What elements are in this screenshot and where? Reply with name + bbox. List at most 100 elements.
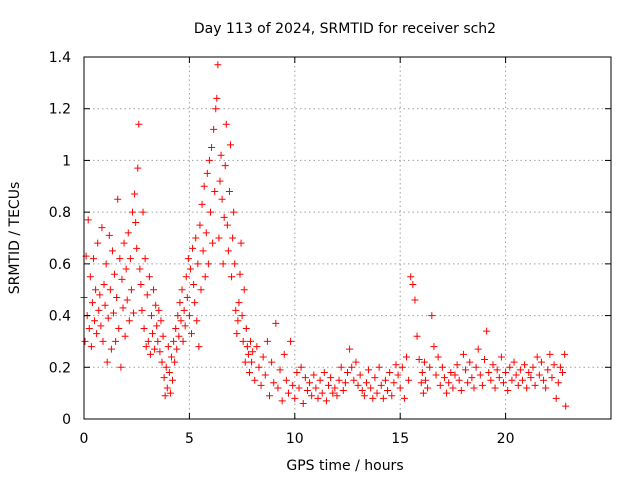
data-point bbox=[506, 363, 514, 371]
data-point bbox=[174, 312, 182, 320]
data-point bbox=[243, 343, 251, 351]
data-point bbox=[216, 177, 224, 185]
data-point bbox=[172, 325, 180, 332]
y-tick-label: 1.4 bbox=[49, 50, 71, 66]
data-point bbox=[182, 273, 190, 281]
data-point bbox=[447, 368, 455, 376]
data-point bbox=[110, 309, 118, 317]
data-point bbox=[127, 286, 135, 294]
data-point bbox=[171, 358, 179, 366]
data-point bbox=[443, 389, 451, 397]
data-point bbox=[92, 286, 100, 294]
data-point bbox=[301, 374, 309, 382]
data-point bbox=[459, 350, 467, 358]
data-points bbox=[80, 61, 570, 410]
data-point bbox=[481, 356, 489, 364]
x-tick-label: 0 bbox=[80, 431, 89, 447]
data-point bbox=[272, 319, 280, 327]
data-point bbox=[434, 353, 442, 361]
data-point bbox=[523, 384, 531, 392]
data-point bbox=[424, 384, 432, 392]
data-point bbox=[135, 120, 143, 128]
data-point bbox=[107, 345, 115, 353]
data-point bbox=[417, 379, 425, 387]
data-point bbox=[234, 317, 242, 325]
x-tick-label: 10 bbox=[286, 431, 304, 447]
data-point bbox=[111, 270, 119, 278]
data-point bbox=[102, 260, 110, 268]
data-point bbox=[85, 325, 93, 332]
data-point bbox=[120, 239, 128, 247]
data-point bbox=[151, 345, 159, 353]
data-point bbox=[462, 366, 470, 374]
data-point bbox=[373, 389, 381, 397]
data-point bbox=[166, 389, 174, 397]
data-point bbox=[200, 182, 208, 190]
y-tick-label: 1.2 bbox=[49, 102, 71, 118]
data-point bbox=[186, 265, 194, 273]
data-point bbox=[540, 376, 548, 384]
x-axis-label: GPS time / hours bbox=[286, 458, 403, 474]
data-point bbox=[379, 394, 387, 402]
data-point bbox=[428, 312, 436, 320]
x-tick-label: 5 bbox=[185, 431, 194, 447]
data-point bbox=[287, 337, 295, 345]
data-point bbox=[493, 366, 501, 374]
data-point bbox=[268, 358, 276, 366]
data-point bbox=[93, 330, 101, 338]
data-point bbox=[132, 218, 140, 226]
data-point bbox=[170, 337, 178, 345]
data-point bbox=[209, 239, 217, 247]
y-tick-label: 0.4 bbox=[49, 309, 71, 325]
data-point bbox=[213, 94, 221, 102]
data-point bbox=[432, 371, 440, 379]
data-point bbox=[405, 376, 413, 384]
data-point bbox=[438, 363, 446, 371]
data-point bbox=[100, 281, 108, 289]
data-point bbox=[194, 260, 202, 268]
data-point bbox=[116, 255, 124, 263]
data-point bbox=[180, 306, 188, 314]
data-point bbox=[215, 234, 223, 242]
data-point bbox=[210, 125, 218, 133]
data-point bbox=[214, 61, 222, 69]
data-point bbox=[358, 387, 366, 395]
data-point bbox=[436, 381, 444, 389]
data-point bbox=[122, 265, 130, 273]
data-point bbox=[457, 387, 465, 395]
data-point bbox=[245, 368, 253, 376]
data-point bbox=[115, 325, 123, 332]
data-point bbox=[527, 374, 535, 382]
grid-layer bbox=[84, 57, 611, 419]
data-point bbox=[518, 376, 526, 384]
data-point bbox=[508, 376, 516, 384]
y-tick-label: 0.2 bbox=[49, 360, 71, 376]
y-axis-label: SRMTID / TECUs bbox=[7, 182, 23, 295]
data-point bbox=[140, 325, 148, 332]
data-point bbox=[483, 327, 491, 335]
data-point bbox=[341, 379, 349, 387]
data-point bbox=[559, 368, 567, 376]
data-point bbox=[241, 358, 249, 366]
data-point bbox=[464, 379, 472, 387]
data-point bbox=[142, 343, 150, 351]
data-point bbox=[548, 374, 556, 382]
data-point bbox=[293, 368, 301, 376]
data-point bbox=[248, 358, 256, 366]
data-point bbox=[134, 164, 142, 172]
data-point bbox=[472, 363, 480, 371]
data-point bbox=[299, 399, 307, 407]
data-point bbox=[337, 363, 345, 371]
data-point bbox=[390, 379, 398, 387]
data-point bbox=[284, 389, 292, 397]
data-point bbox=[133, 244, 141, 252]
data-point bbox=[193, 317, 201, 325]
data-point bbox=[445, 379, 453, 387]
data-point bbox=[195, 343, 203, 351]
data-point bbox=[121, 332, 129, 340]
data-point bbox=[208, 144, 216, 151]
data-point bbox=[235, 299, 243, 307]
data-point bbox=[154, 337, 162, 345]
data-point bbox=[335, 376, 343, 384]
data-point bbox=[485, 368, 493, 376]
